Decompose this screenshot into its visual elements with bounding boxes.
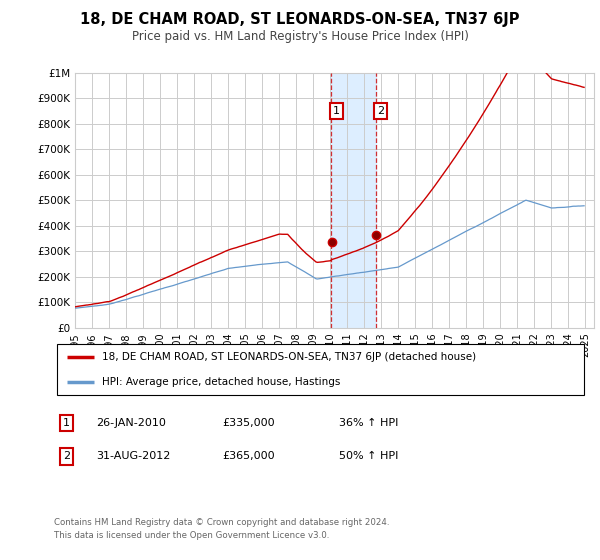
Text: 26-JAN-2010: 26-JAN-2010 [96,418,166,428]
Text: 1: 1 [333,106,340,116]
FancyBboxPatch shape [56,344,584,395]
Text: 2: 2 [377,106,384,116]
Text: £365,000: £365,000 [222,451,275,461]
Text: 31-AUG-2012: 31-AUG-2012 [96,451,170,461]
Text: 1: 1 [63,418,70,428]
Text: Price paid vs. HM Land Registry's House Price Index (HPI): Price paid vs. HM Land Registry's House … [131,30,469,43]
Text: Contains HM Land Registry data © Crown copyright and database right 2024.
This d: Contains HM Land Registry data © Crown c… [54,518,389,540]
Text: 36% ↑ HPI: 36% ↑ HPI [339,418,398,428]
Text: 18, DE CHAM ROAD, ST LEONARDS-ON-SEA, TN37 6JP (detached house): 18, DE CHAM ROAD, ST LEONARDS-ON-SEA, TN… [102,352,476,362]
Text: 18, DE CHAM ROAD, ST LEONARDS-ON-SEA, TN37 6JP: 18, DE CHAM ROAD, ST LEONARDS-ON-SEA, TN… [80,12,520,27]
Text: 50% ↑ HPI: 50% ↑ HPI [339,451,398,461]
Text: HPI: Average price, detached house, Hastings: HPI: Average price, detached house, Hast… [102,377,340,388]
Text: £335,000: £335,000 [222,418,275,428]
Bar [331,73,376,328]
Text: 2: 2 [63,451,70,461]
